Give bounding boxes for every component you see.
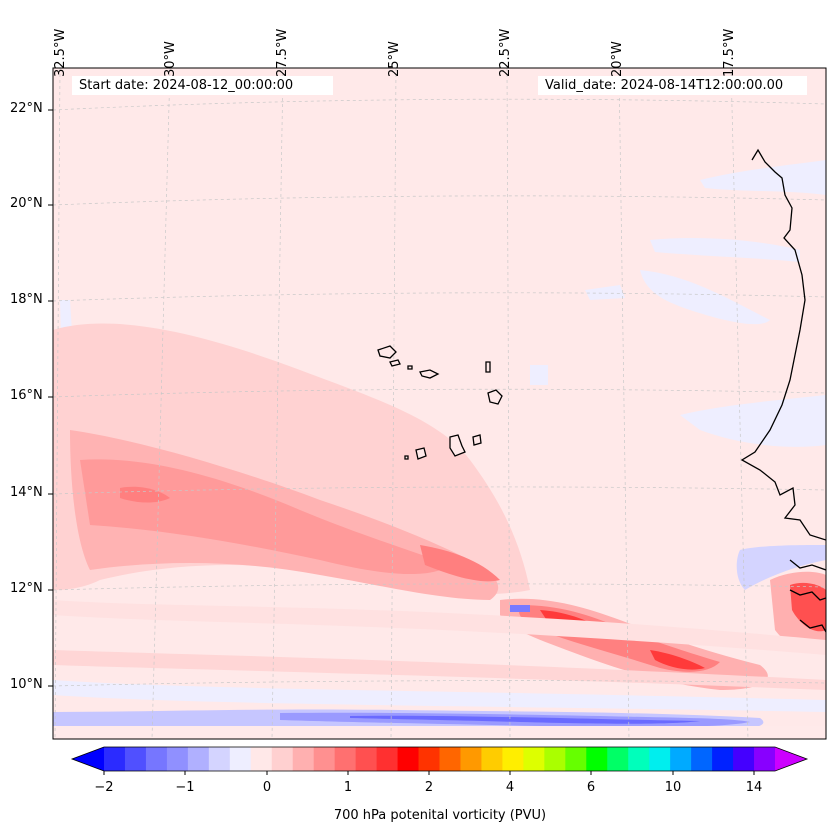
- map-frame: [52, 67, 827, 740]
- colorbar-segment: [733, 747, 755, 771]
- lat-label: 22°N: [10, 101, 43, 116]
- colorbar-segment: [355, 747, 378, 771]
- colorbar-segment: [397, 747, 420, 771]
- colorbar-tick: −1: [175, 780, 195, 795]
- lon-label: 27.5°W: [275, 28, 290, 77]
- lat-label: 16°N: [10, 388, 43, 403]
- colorbar-segment: [292, 747, 315, 771]
- lon-label: 22.5°W: [498, 28, 513, 77]
- colorbar-segment: [628, 747, 650, 771]
- colorbar-segment: [271, 747, 294, 771]
- colorbar-tick: 2: [424, 780, 434, 795]
- colorbar: [70, 746, 809, 775]
- axis-ticks: [48, 109, 53, 687]
- colorbar-segment: [754, 747, 776, 771]
- lat-label: 14°N: [10, 485, 43, 500]
- lat-label: 10°N: [10, 677, 43, 692]
- lon-label: 30°W: [163, 41, 178, 77]
- cape-verde-islands: [377, 345, 503, 460]
- lon-label: 25°W: [387, 41, 402, 77]
- colorbar-label: 700 hPa potenital vorticity (PVU): [333, 808, 547, 823]
- colorbar-segment: [208, 747, 231, 771]
- graticule: [53, 68, 826, 739]
- lon-label: 20°W: [610, 41, 625, 77]
- pv-field: [53, 68, 826, 739]
- colorbar-segment: [649, 747, 671, 771]
- lon-label: 32.5°W: [53, 28, 68, 77]
- colorbar-tick: 4: [505, 780, 515, 795]
- colorbar-tick: 10: [664, 780, 682, 795]
- colorbar-tick: −2: [94, 780, 114, 795]
- colorbar-segment: [145, 747, 168, 771]
- colorbar-extend-high: [775, 747, 807, 771]
- colorbar-segment: [565, 747, 587, 771]
- colorbar-segment: [229, 747, 252, 771]
- colorbar-segment: [544, 747, 566, 771]
- start-date-label: Start date: 2024-08-12_00:00:00: [72, 76, 333, 95]
- lat-label: 20°N: [10, 196, 43, 211]
- colorbar-segment: [418, 747, 440, 771]
- colorbar-segment: [439, 747, 461, 771]
- colorbar-extend-low: [72, 747, 104, 771]
- colorbar-segment: [586, 747, 608, 771]
- colorbar-segment: [691, 747, 713, 771]
- lon-label: 17.5°W: [722, 28, 737, 77]
- colorbar-segment: [460, 747, 482, 771]
- colorbar-segment: [334, 747, 357, 771]
- colorbar-segment: [124, 747, 147, 771]
- lat-label: 12°N: [10, 581, 43, 596]
- colorbar-segment: [712, 747, 734, 771]
- colorbar-segment: [670, 747, 692, 771]
- colorbar-segment: [376, 747, 399, 771]
- colorbar-segment: [250, 747, 273, 771]
- lat-label: 18°N: [10, 292, 43, 307]
- colorbar-segment: [313, 747, 336, 771]
- valid-date-label: Valid_date: 2024-08-14T12:00:00.00: [538, 76, 807, 95]
- colorbar-segment: [104, 747, 126, 771]
- colorbar-segment: [166, 747, 189, 771]
- colorbar-segment: [481, 747, 503, 771]
- colorbar-tick: 0: [262, 780, 272, 795]
- colorbar-segment: [523, 747, 545, 771]
- colorbar-tick: 6: [586, 780, 596, 795]
- colorbar-tick: 1: [343, 780, 353, 795]
- colorbar-tick: 14: [745, 780, 763, 795]
- colorbar-segment: [607, 747, 629, 771]
- colorbar-segment: [502, 747, 524, 771]
- colorbar-segment: [187, 747, 210, 771]
- coastline: [740, 148, 826, 633]
